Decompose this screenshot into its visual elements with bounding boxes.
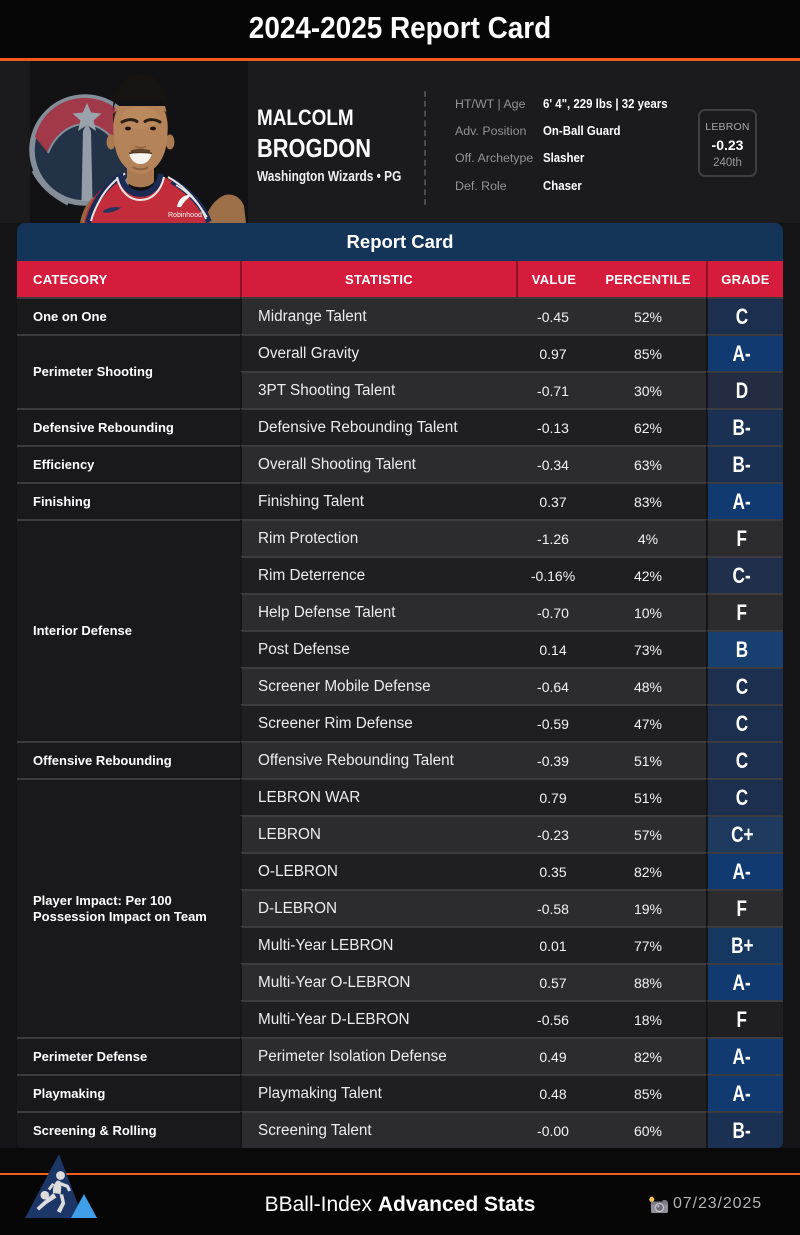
svg-text:Robinhood: Robinhood	[168, 212, 202, 219]
